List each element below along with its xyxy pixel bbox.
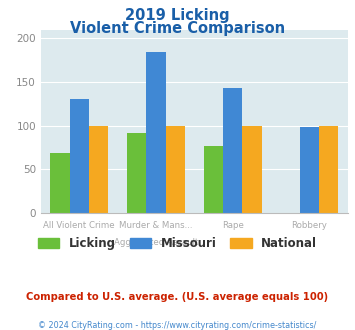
Bar — [146, 51, 165, 213]
Text: Murder & Mans...: Murder & Mans... — [119, 221, 193, 230]
Bar — [300, 126, 319, 213]
Bar — [70, 99, 89, 213]
Bar — [89, 126, 108, 213]
Text: 2019 Licking: 2019 Licking — [125, 8, 230, 23]
Bar — [223, 88, 242, 213]
Text: Violent Crime Comparison: Violent Crime Comparison — [70, 21, 285, 36]
Text: Robbery: Robbery — [291, 221, 327, 230]
Bar — [319, 126, 338, 213]
Text: All Violent Crime: All Violent Crime — [43, 221, 115, 230]
Bar — [204, 146, 223, 213]
Bar — [165, 126, 185, 213]
Legend: Licking, Missouri, National: Licking, Missouri, National — [33, 232, 322, 255]
Bar — [127, 133, 146, 213]
Text: Rape: Rape — [222, 221, 244, 230]
Bar — [242, 126, 262, 213]
Text: Aggravated Assault: Aggravated Assault — [114, 238, 198, 247]
Text: © 2024 CityRating.com - https://www.cityrating.com/crime-statistics/: © 2024 CityRating.com - https://www.city… — [38, 321, 317, 330]
Bar — [50, 153, 70, 213]
Text: Compared to U.S. average. (U.S. average equals 100): Compared to U.S. average. (U.S. average … — [26, 292, 329, 302]
